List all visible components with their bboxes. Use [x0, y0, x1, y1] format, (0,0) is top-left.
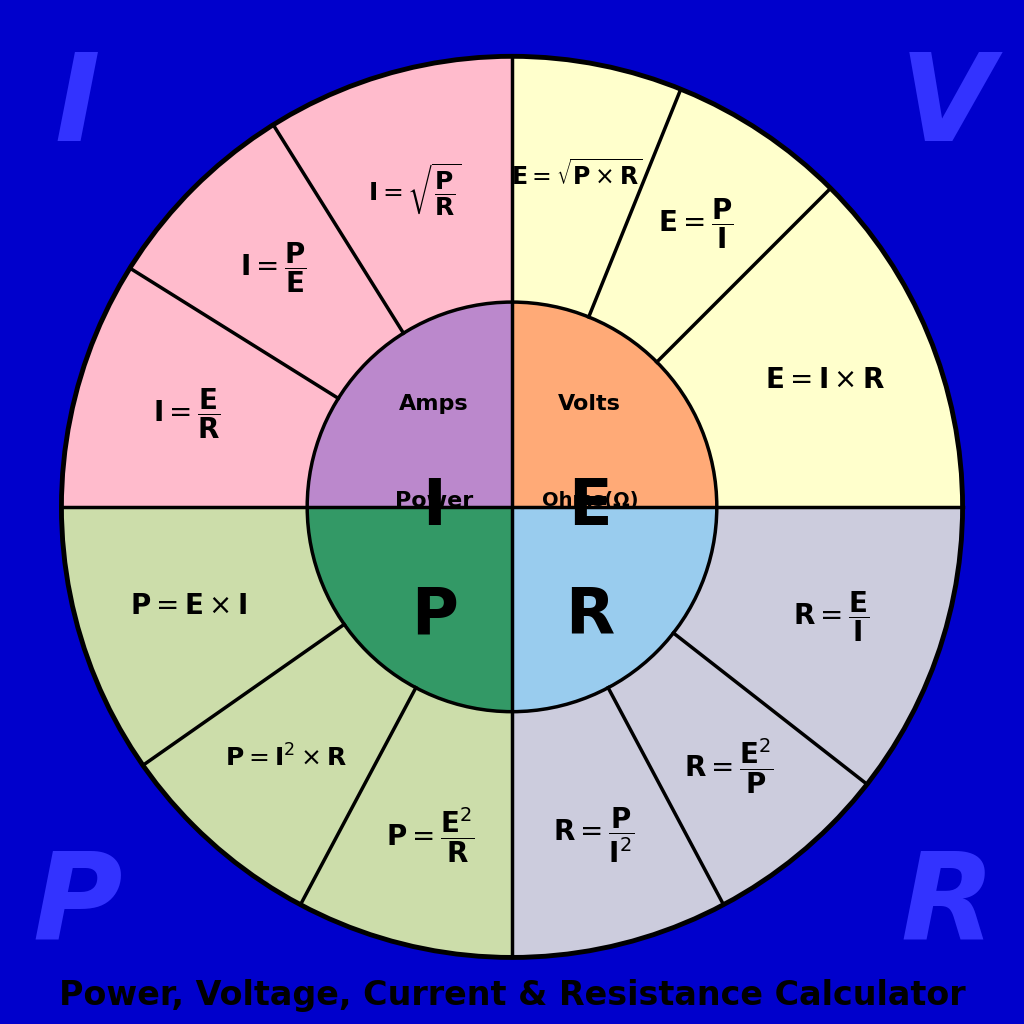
Text: $\mathbf{R}=\dfrac{\mathbf{E}^2}{\mathbf{P}}$: $\mathbf{R}=\dfrac{\mathbf{E}^2}{\mathbf…	[684, 736, 774, 796]
Text: I: I	[422, 476, 446, 538]
Text: $\mathbf{E}=\mathbf{I}\times\mathbf{R}$: $\mathbf{E}=\mathbf{I}\times\mathbf{R}$	[765, 367, 886, 394]
Circle shape	[61, 56, 963, 957]
Text: Amps: Amps	[399, 394, 469, 415]
Text: R: R	[565, 585, 614, 646]
Wedge shape	[512, 507, 717, 712]
Text: $\mathbf{P}=\dfrac{\mathbf{E}^2}{\mathbf{R}}$: $\mathbf{P}=\dfrac{\mathbf{E}^2}{\mathbf…	[386, 805, 475, 864]
Text: $\mathbf{R}=\dfrac{\mathbf{E}}{\mathbf{I}}$: $\mathbf{R}=\dfrac{\mathbf{E}}{\mathbf{I…	[794, 590, 869, 644]
Text: Volts: Volts	[558, 394, 622, 415]
Wedge shape	[512, 507, 963, 957]
Text: $\mathbf{E}=\sqrt{\mathbf{P}\times\mathbf{R}}$: $\mathbf{E}=\sqrt{\mathbf{P}\times\mathb…	[511, 160, 642, 190]
Text: $\mathbf{I}=\sqrt{\dfrac{\mathbf{P}}{\mathbf{R}}}$: $\mathbf{I}=\sqrt{\dfrac{\mathbf{P}}{\ma…	[369, 162, 462, 218]
Text: Power, Voltage, Current & Resistance Calculator: Power, Voltage, Current & Resistance Cal…	[58, 979, 966, 1012]
Text: $\mathbf{E}=\dfrac{\mathbf{P}}{\mathbf{I}}$: $\mathbf{E}=\dfrac{\mathbf{P}}{\mathbf{I…	[658, 197, 734, 251]
Wedge shape	[307, 302, 512, 507]
Text: $\mathbf{I}=\dfrac{\mathbf{P}}{\mathbf{E}}$: $\mathbf{I}=\dfrac{\mathbf{P}}{\mathbf{E…	[240, 241, 306, 295]
Text: Ohms(Ω): Ohms(Ω)	[542, 492, 638, 510]
Wedge shape	[512, 56, 963, 507]
Text: I: I	[54, 49, 99, 166]
Text: V: V	[900, 49, 994, 166]
Wedge shape	[61, 507, 512, 957]
Text: R: R	[900, 848, 994, 965]
Text: $\mathbf{I}=\dfrac{\mathbf{E}}{\mathbf{R}}$: $\mathbf{I}=\dfrac{\mathbf{E}}{\mathbf{R…	[154, 386, 221, 441]
Text: E: E	[568, 476, 611, 538]
Text: P: P	[32, 848, 122, 965]
Text: $\mathbf{P}=\mathbf{I}^2\times\mathbf{R}$: $\mathbf{P}=\mathbf{I}^2\times\mathbf{R}…	[225, 744, 347, 772]
Text: $\mathbf{R}=\dfrac{\mathbf{P}}{\mathbf{I}^2}$: $\mathbf{R}=\dfrac{\mathbf{P}}{\mathbf{I…	[553, 805, 634, 864]
Text: Power: Power	[395, 490, 473, 511]
Text: P: P	[411, 585, 458, 646]
Wedge shape	[307, 507, 512, 712]
Wedge shape	[61, 56, 512, 507]
Text: $\mathbf{P}=\mathbf{E}\times\mathbf{I}$: $\mathbf{P}=\mathbf{E}\times\mathbf{I}$	[130, 592, 248, 620]
Wedge shape	[512, 302, 717, 507]
